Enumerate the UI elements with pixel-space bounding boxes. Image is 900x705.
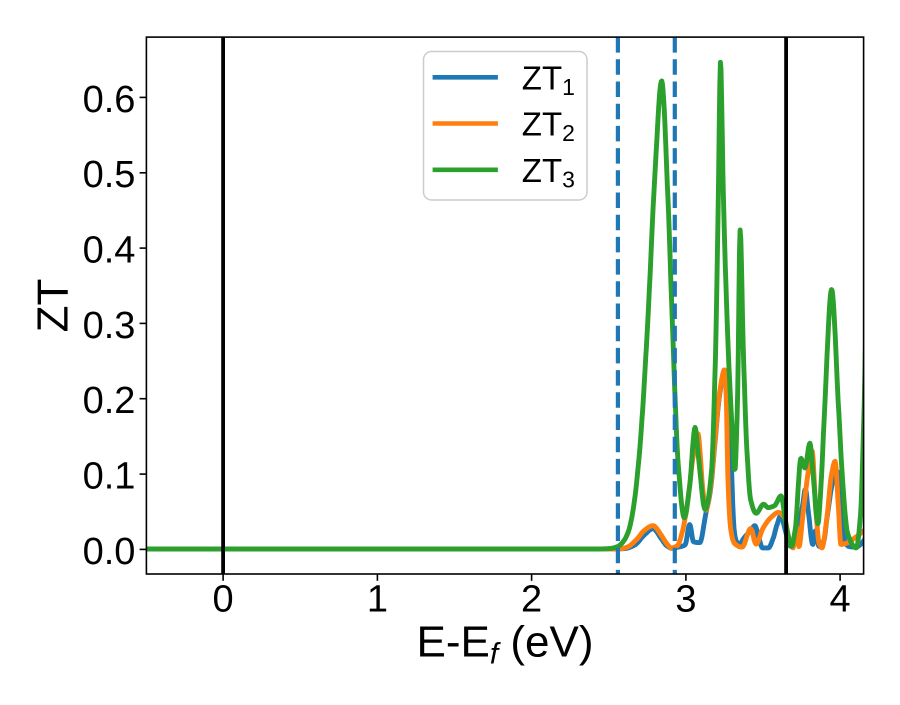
svg-text:2: 2: [521, 579, 542, 621]
svg-text:0.1: 0.1: [83, 456, 136, 498]
svg-text:E-Ef (eV): E-Ef (eV): [416, 618, 593, 671]
svg-text:4: 4: [830, 579, 851, 621]
svg-text:0.2: 0.2: [83, 380, 136, 422]
svg-text:0.4: 0.4: [83, 230, 136, 272]
svg-text:0.6: 0.6: [83, 79, 136, 121]
svg-text:0.0: 0.0: [83, 531, 136, 573]
svg-text:1: 1: [367, 579, 388, 621]
svg-text:0: 0: [213, 579, 234, 621]
svg-text:0.3: 0.3: [83, 305, 136, 347]
svg-text:0.5: 0.5: [83, 154, 136, 196]
svg-text:ZT: ZT: [29, 279, 78, 333]
svg-text:3: 3: [675, 579, 696, 621]
